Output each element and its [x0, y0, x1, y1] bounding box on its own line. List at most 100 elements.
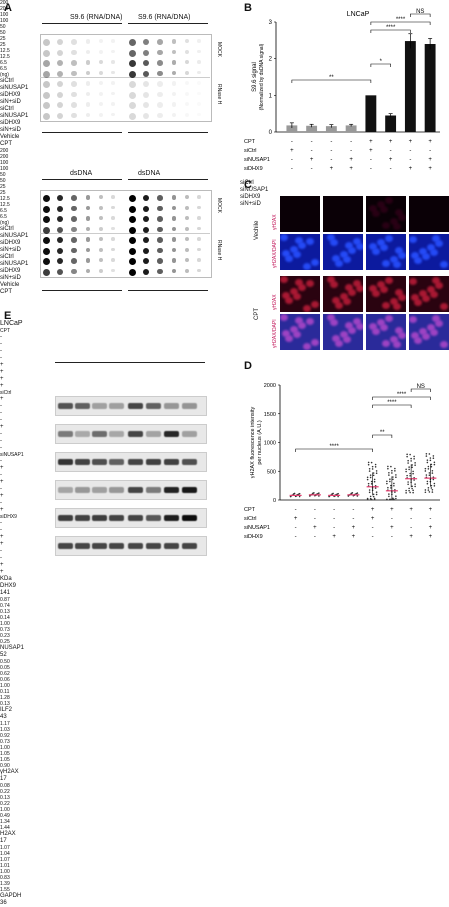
blot-dot — [56, 81, 64, 88]
blot-dot — [111, 39, 115, 43]
nucleus — [280, 276, 288, 283]
blot-dot — [85, 226, 91, 232]
blot-strip — [55, 508, 207, 528]
blot-band — [109, 543, 124, 549]
nucleus — [422, 253, 430, 260]
nucleus — [422, 295, 430, 302]
blot-dot — [71, 70, 77, 77]
blot-dot — [71, 216, 77, 222]
blot-dot — [42, 195, 50, 202]
blot-dot — [98, 49, 104, 54]
blot-dot — [171, 268, 177, 274]
blot-band — [164, 515, 179, 521]
blot-dot — [142, 70, 150, 77]
blot-divider — [40, 233, 210, 234]
microscopy-image — [366, 196, 406, 232]
title-underline-right — [128, 23, 208, 24]
data-point — [414, 462, 416, 464]
blot-dot — [98, 216, 104, 221]
blot-dot — [184, 226, 190, 231]
microscopy-image — [366, 276, 406, 312]
nucleus — [398, 294, 406, 301]
blot-band — [58, 459, 73, 465]
blot-band — [109, 403, 124, 409]
data-point — [367, 482, 370, 485]
condition-mark: + — [0, 369, 4, 375]
row-label: siN+siD — [0, 99, 21, 105]
data-point — [386, 480, 388, 483]
nucleus — [330, 319, 338, 326]
sig-bracket — [291, 79, 372, 83]
blot-dot — [171, 195, 177, 200]
conc-label: 100 — [0, 18, 9, 24]
bar — [286, 125, 298, 132]
condition-label: CPT — [244, 507, 256, 513]
data-point — [390, 487, 392, 489]
group-label-mock: MOCK — [216, 42, 222, 57]
condition-mark: - — [0, 555, 2, 561]
blot-dot — [157, 70, 163, 77]
sig-bracket — [295, 448, 373, 452]
blot-dot — [197, 60, 201, 64]
condition-mark: + — [352, 525, 356, 531]
blot-dot — [157, 268, 163, 275]
data-point — [409, 474, 411, 477]
blot-dot — [128, 205, 136, 213]
nucleus — [411, 294, 419, 301]
row-label: siNUSAP1 — [0, 85, 29, 91]
blot-band — [58, 487, 73, 493]
blot-band — [182, 403, 197, 409]
blot-dot — [42, 70, 50, 78]
blot-band — [92, 543, 107, 549]
group-label-cpt: CPT — [254, 308, 260, 320]
blot-dot — [98, 205, 104, 210]
blot-dot — [184, 70, 190, 75]
microscopy-image — [366, 234, 406, 270]
blot-dot — [128, 216, 136, 223]
blot-dot — [142, 39, 150, 46]
condition-mark: - — [0, 527, 2, 533]
data-point — [337, 495, 339, 498]
sig-bracket — [372, 396, 431, 400]
blot-dot — [184, 49, 190, 54]
blot-title-left: dsDNA — [70, 170, 93, 177]
data-point — [394, 491, 396, 493]
conc-label: 50 — [0, 24, 6, 30]
nucleus — [311, 259, 319, 266]
blot-band — [182, 543, 197, 549]
nucleus — [327, 314, 335, 321]
data-point — [428, 453, 431, 455]
condition-mark: + — [390, 525, 394, 531]
data-point — [424, 491, 427, 494]
condition-mark: - — [0, 431, 2, 437]
condition-mark: + — [0, 424, 4, 430]
data-point — [410, 460, 412, 462]
blot-dot — [171, 70, 177, 76]
blot-dot — [111, 247, 115, 251]
blot-dot — [71, 247, 77, 254]
data-point — [394, 467, 396, 470]
blot-dot — [128, 49, 136, 57]
data-point — [426, 480, 429, 483]
blot-dot — [128, 60, 136, 67]
conc-label: 100 — [0, 12, 9, 18]
nucleus — [409, 316, 417, 323]
blot-dot — [56, 237, 64, 244]
y-tick-label: 1500 — [264, 412, 276, 418]
conc-label: 100 — [0, 160, 9, 166]
blot-dot — [42, 60, 50, 67]
conc-label: 100 — [0, 166, 9, 172]
nucleus — [285, 335, 293, 342]
condition-label: siNUSAP1 — [0, 452, 24, 458]
blot-dot — [56, 49, 64, 56]
data-point — [429, 459, 432, 462]
data-point — [387, 486, 389, 489]
blot-dot — [142, 112, 150, 119]
data-point — [426, 482, 429, 485]
data-point — [391, 469, 393, 472]
nucleus — [298, 242, 306, 249]
data-point — [390, 465, 392, 468]
blot-band — [146, 543, 161, 549]
panel-label-e: E — [4, 310, 12, 322]
blot-dot — [42, 258, 50, 265]
